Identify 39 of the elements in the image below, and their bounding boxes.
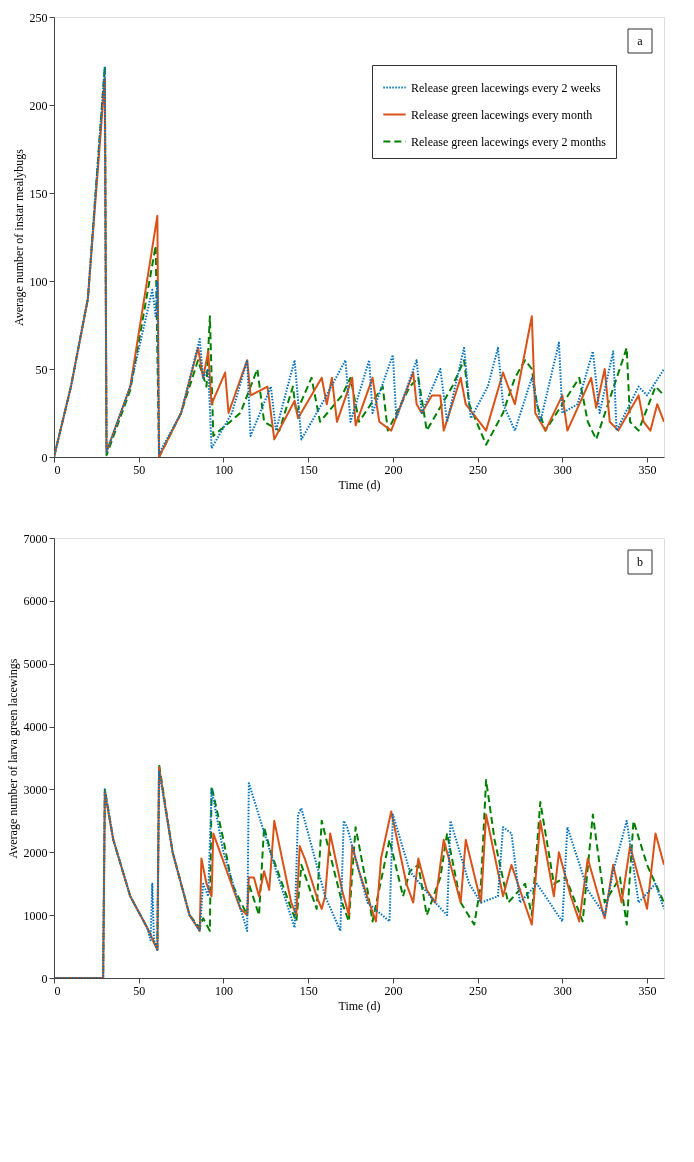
y-tick-label: 1000 — [23, 908, 48, 923]
y-tick-label: 0 — [41, 971, 48, 986]
x-tick-label: 250 — [469, 983, 488, 998]
x-tick-label: 200 — [384, 462, 403, 477]
x-tick-label: 0 — [54, 462, 61, 477]
x-tick-label: 300 — [553, 462, 572, 477]
x-tick-label: 0 — [54, 983, 61, 998]
x-tick-label: 150 — [299, 983, 318, 998]
x-tick-label: 50 — [133, 462, 146, 477]
x-tick-label: 150 — [299, 462, 318, 477]
annotation: b — [637, 555, 643, 569]
x-tick-label: 300 — [553, 983, 572, 998]
y-tick-label: 7000 — [23, 531, 48, 546]
y-tick-label: 50 — [35, 362, 48, 377]
x-tick-label: 50 — [133, 983, 146, 998]
x-tick-label: 350 — [638, 462, 657, 477]
y-tick-label: 2000 — [23, 845, 48, 860]
legend-label: Release green lacewings every 2 weeks — [411, 80, 601, 95]
x-tick-label: 100 — [214, 983, 233, 998]
x-tick-label: 100 — [214, 462, 233, 477]
legend-label: Release green lacewings every 2 months — [411, 134, 607, 149]
x-tick-label: 250 — [469, 462, 488, 477]
x-axis-title: Time (d) — [338, 998, 381, 1013]
y-tick-label: 0 — [41, 450, 48, 465]
legend-label: Release green lacewings every month — [411, 107, 593, 122]
y-tick-label: 5000 — [23, 657, 48, 672]
y-tick-label: 250 — [29, 10, 48, 25]
y-tick-label: 6000 — [23, 594, 48, 609]
x-tick-label: 200 — [384, 983, 403, 998]
x-axis-title: Time (d) — [338, 477, 381, 492]
y-axis-title: Average number of larva green lacewings — [5, 658, 20, 859]
y-tick-label: 3000 — [23, 782, 48, 797]
y-tick-label: 4000 — [23, 720, 48, 735]
x-tick-label: 350 — [638, 983, 657, 998]
y-tick-label: 100 — [29, 274, 48, 289]
y-tick-label: 150 — [29, 186, 48, 201]
y-axis-title: Average number of instar mealybugs — [11, 148, 26, 327]
annotation: a — [637, 34, 644, 48]
y-tick-label: 200 — [29, 98, 48, 113]
